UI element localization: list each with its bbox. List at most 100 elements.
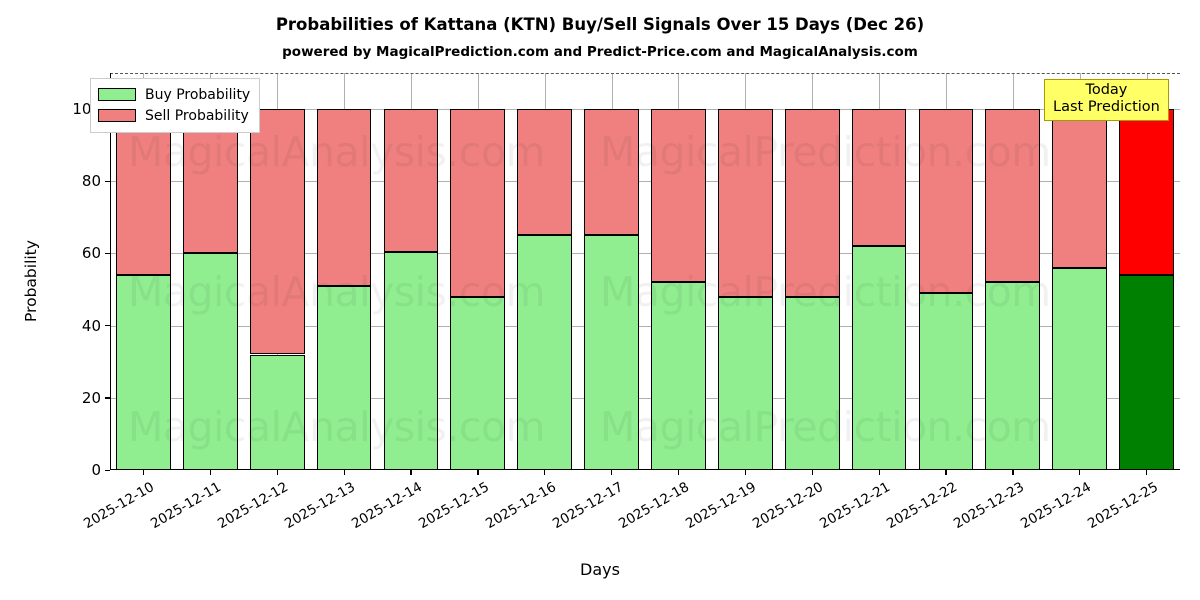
bar-segment-buy[interactable] <box>450 296 506 470</box>
y-axis-tick-label: 60 <box>81 244 101 263</box>
gridline-horizontal <box>110 109 1180 111</box>
y-axis-tick-label: 40 <box>81 316 101 335</box>
x-axis-tick-mark <box>1012 470 1014 475</box>
gridline-horizontal <box>110 397 1180 399</box>
today-annotation-line2: Last Prediction <box>1053 99 1160 116</box>
bar-segment-sell[interactable] <box>651 109 706 283</box>
gridline-horizontal <box>110 325 1180 327</box>
y-axis-tick-label: 100 <box>72 100 101 119</box>
bar-segment-sell[interactable] <box>1119 109 1174 276</box>
chart-subtitle: powered by MagicalPrediction.com and Pre… <box>282 44 918 60</box>
bar-segment-buy[interactable] <box>851 246 907 470</box>
today-annotation-line1: Today <box>1085 82 1128 98</box>
x-axis-tick-mark <box>142 470 145 475</box>
y-axis-tick-label: 20 <box>81 388 101 407</box>
watermark-text: MagicalPrediction.com <box>600 268 1051 316</box>
bar-segment-buy[interactable] <box>1052 267 1108 470</box>
bar-group[interactable] <box>985 73 1041 470</box>
bar-segment-buy[interactable] <box>985 282 1041 470</box>
bar-segment-sell[interactable] <box>383 109 439 252</box>
bar-group[interactable] <box>383 73 439 470</box>
reference-line <box>110 73 1180 74</box>
x-axis-tick-mark <box>544 470 546 475</box>
legend-swatch-sell <box>98 109 136 122</box>
bar-segment-sell[interactable] <box>584 109 639 236</box>
bar-segment-buy[interactable] <box>316 285 372 470</box>
bar-group[interactable] <box>717 73 773 470</box>
x-axis-tick-mark <box>677 470 680 475</box>
bar-group[interactable] <box>517 73 573 470</box>
x-axis-tick-mark <box>343 470 345 475</box>
watermark-text: MagicalPrediction.com <box>600 403 1051 451</box>
x-axis-tick-mark <box>744 470 747 475</box>
bar-group[interactable] <box>784 73 840 470</box>
bars-layer <box>110 73 1180 470</box>
x-axis-tick-mark <box>878 470 880 475</box>
bar-group[interactable] <box>450 73 506 470</box>
bar-segment-buy[interactable] <box>1119 275 1174 470</box>
bar-segment-sell[interactable] <box>450 109 506 297</box>
y-axis-tick-label: 0 <box>91 461 101 479</box>
y-axis-tick-mark <box>105 252 110 255</box>
bar-segment-sell[interactable] <box>717 109 773 297</box>
gridline-horizontal <box>110 181 1180 183</box>
x-axis-tick-mark <box>410 470 412 475</box>
chart-title: Probabilities of Kattana (KTN) Buy/Sell … <box>275 15 925 34</box>
legend-item-sell[interactable]: Sell Probability <box>98 105 250 126</box>
bar-segment-sell[interactable] <box>784 109 840 297</box>
bar-segment-sell[interactable] <box>1052 109 1108 268</box>
watermark-text: MagicalAnalysis.com <box>128 128 546 176</box>
watermark-text: MagicalPrediction.com <box>600 128 1051 176</box>
bar-group[interactable] <box>316 73 372 470</box>
bar-segment-sell[interactable] <box>517 109 573 236</box>
y-axis-tick-mark <box>105 397 110 399</box>
bar-group[interactable] <box>651 73 706 470</box>
bar-segment-buy[interactable] <box>383 251 439 470</box>
bar-group[interactable] <box>1052 73 1108 470</box>
bar-segment-buy[interactable] <box>784 296 840 470</box>
bar-segment-sell[interactable] <box>985 109 1041 283</box>
bar-group[interactable] <box>249 73 305 470</box>
bar-segment-buy[interactable] <box>249 354 305 470</box>
bar-group[interactable] <box>116 73 171 470</box>
bar-segment-sell[interactable] <box>249 109 305 355</box>
today-annotation: Today Last Prediction <box>1044 79 1169 122</box>
legend-swatch-buy <box>98 88 136 101</box>
bar-segment-sell[interactable] <box>851 109 907 247</box>
legend-label-sell: Sell Probability <box>145 107 249 124</box>
bar-group[interactable] <box>182 73 238 470</box>
y-axis-tick-mark <box>105 469 110 471</box>
bar-segment-sell[interactable] <box>918 109 974 294</box>
x-axis-tick-mark <box>209 470 212 475</box>
x-axis-tick-mark <box>945 470 947 475</box>
watermark-text: MagicalAnalysis.com <box>128 268 546 316</box>
bar-group[interactable] <box>1119 73 1174 470</box>
bar-group[interactable] <box>851 73 907 470</box>
x-axis-tick-mark <box>811 470 813 475</box>
chart-legend[interactable]: Buy Probability Sell Probability <box>90 78 261 133</box>
bar-segment-sell[interactable] <box>182 109 238 254</box>
x-axis-tick-mark <box>1079 470 1081 475</box>
y-axis-label: Probability <box>22 239 40 322</box>
x-axis-tick-mark <box>611 470 613 475</box>
watermark-text: MagicalAnalysis.com <box>128 403 546 451</box>
bar-segment-sell[interactable] <box>316 109 372 286</box>
x-axis-tick-mark <box>276 470 278 475</box>
watermark-layer: MagicalAnalysis.com MagicalPrediction.com… <box>110 73 1180 470</box>
bar-group[interactable] <box>584 73 639 470</box>
bar-segment-buy[interactable] <box>584 235 639 470</box>
bar-segment-buy[interactable] <box>116 275 171 470</box>
bar-segment-buy[interactable] <box>182 253 238 470</box>
legend-item-buy[interactable]: Buy Probability <box>98 84 250 105</box>
x-axis-tick-mark <box>1146 470 1148 475</box>
gridline-horizontal <box>110 253 1180 255</box>
y-axis-tick-mark <box>105 180 110 183</box>
y-axis-tick-label: 80 <box>81 172 101 191</box>
x-axis-label: Days <box>580 560 620 579</box>
legend-label-buy: Buy Probability <box>145 86 251 103</box>
y-axis-tick-mark <box>105 325 110 327</box>
bar-segment-sell[interactable] <box>116 109 171 276</box>
bar-segment-buy[interactable] <box>517 235 573 470</box>
bar-segment-buy[interactable] <box>651 282 706 470</box>
